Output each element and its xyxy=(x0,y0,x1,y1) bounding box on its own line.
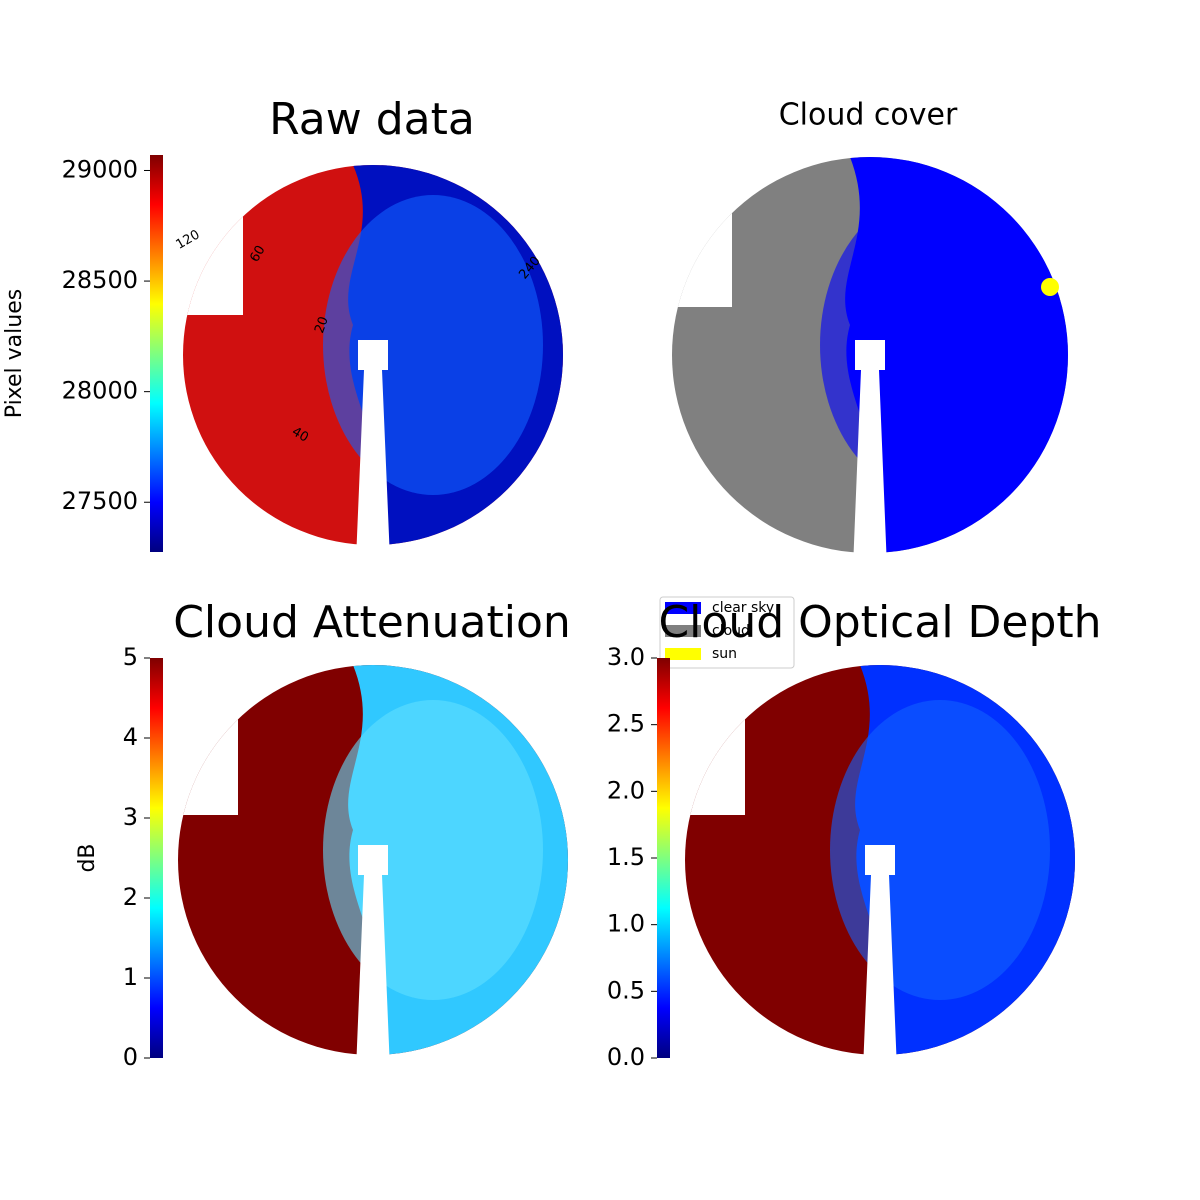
colorbar xyxy=(657,658,670,1058)
colorbar-tick-label: 0.0 xyxy=(607,1043,645,1071)
image-notch xyxy=(685,665,745,815)
colorbar-tick-label: 3 xyxy=(123,803,138,831)
legend-swatch xyxy=(665,602,701,614)
colorbar xyxy=(150,658,163,1058)
colorbar-label: dB xyxy=(75,843,100,872)
pole xyxy=(853,340,887,568)
legend-label: sun xyxy=(712,646,737,662)
colorbar-label: Pixel values xyxy=(2,289,27,418)
image-inner xyxy=(323,700,543,1000)
legend-label: clear sky xyxy=(712,600,774,616)
colorbar-tick-label: 28500 xyxy=(62,266,138,294)
polar-label: 20 xyxy=(312,315,332,336)
sky-image xyxy=(183,165,563,545)
pole xyxy=(356,340,390,560)
colorbar xyxy=(150,155,163,552)
panel-title: Raw data xyxy=(269,94,475,145)
sun-marker xyxy=(1041,278,1059,296)
colorbar-tick-label: 0 xyxy=(123,1043,138,1071)
image-inner xyxy=(820,195,1040,495)
colorbar-tick-label: 5 xyxy=(123,643,138,671)
colorbar-tick-label: 2.5 xyxy=(607,710,645,738)
colorbar-tick-label: 4 xyxy=(123,723,138,751)
colorbar-tick-label: 1 xyxy=(123,963,138,991)
panel-title: Cloud cover xyxy=(779,98,958,133)
panel-title: Cloud Optical Depth xyxy=(658,597,1101,648)
image-inner xyxy=(323,195,543,495)
legend-swatch xyxy=(665,648,701,660)
legend-label: cloud xyxy=(712,623,750,639)
image-notch xyxy=(672,157,732,307)
colorbar-tick-label: 28000 xyxy=(62,377,138,405)
polar-label: 120 xyxy=(173,227,202,252)
colorbar-tick-label: 27500 xyxy=(62,487,138,515)
polar-label: 40 xyxy=(289,424,311,445)
colorbar-tick-label: 2 xyxy=(123,883,138,911)
colorbar-tick-label: 3.0 xyxy=(607,643,645,671)
panel-title: Cloud Attenuation xyxy=(173,597,571,648)
image-inner xyxy=(830,700,1050,1000)
colorbar-tick-label: 1.5 xyxy=(607,843,645,871)
colorbar-tick-label: 1.0 xyxy=(607,910,645,938)
pole xyxy=(863,845,897,1070)
colorbar-tick-label: 2.0 xyxy=(607,776,645,804)
colorbar-tick-label: 0.5 xyxy=(607,976,645,1004)
sky-image xyxy=(685,665,1075,1055)
pole xyxy=(356,845,390,1070)
legend-swatch xyxy=(665,625,701,637)
polar-label: 60 xyxy=(247,243,268,265)
colorbar-tick-label: 29000 xyxy=(62,155,138,183)
image-notch xyxy=(178,665,238,815)
